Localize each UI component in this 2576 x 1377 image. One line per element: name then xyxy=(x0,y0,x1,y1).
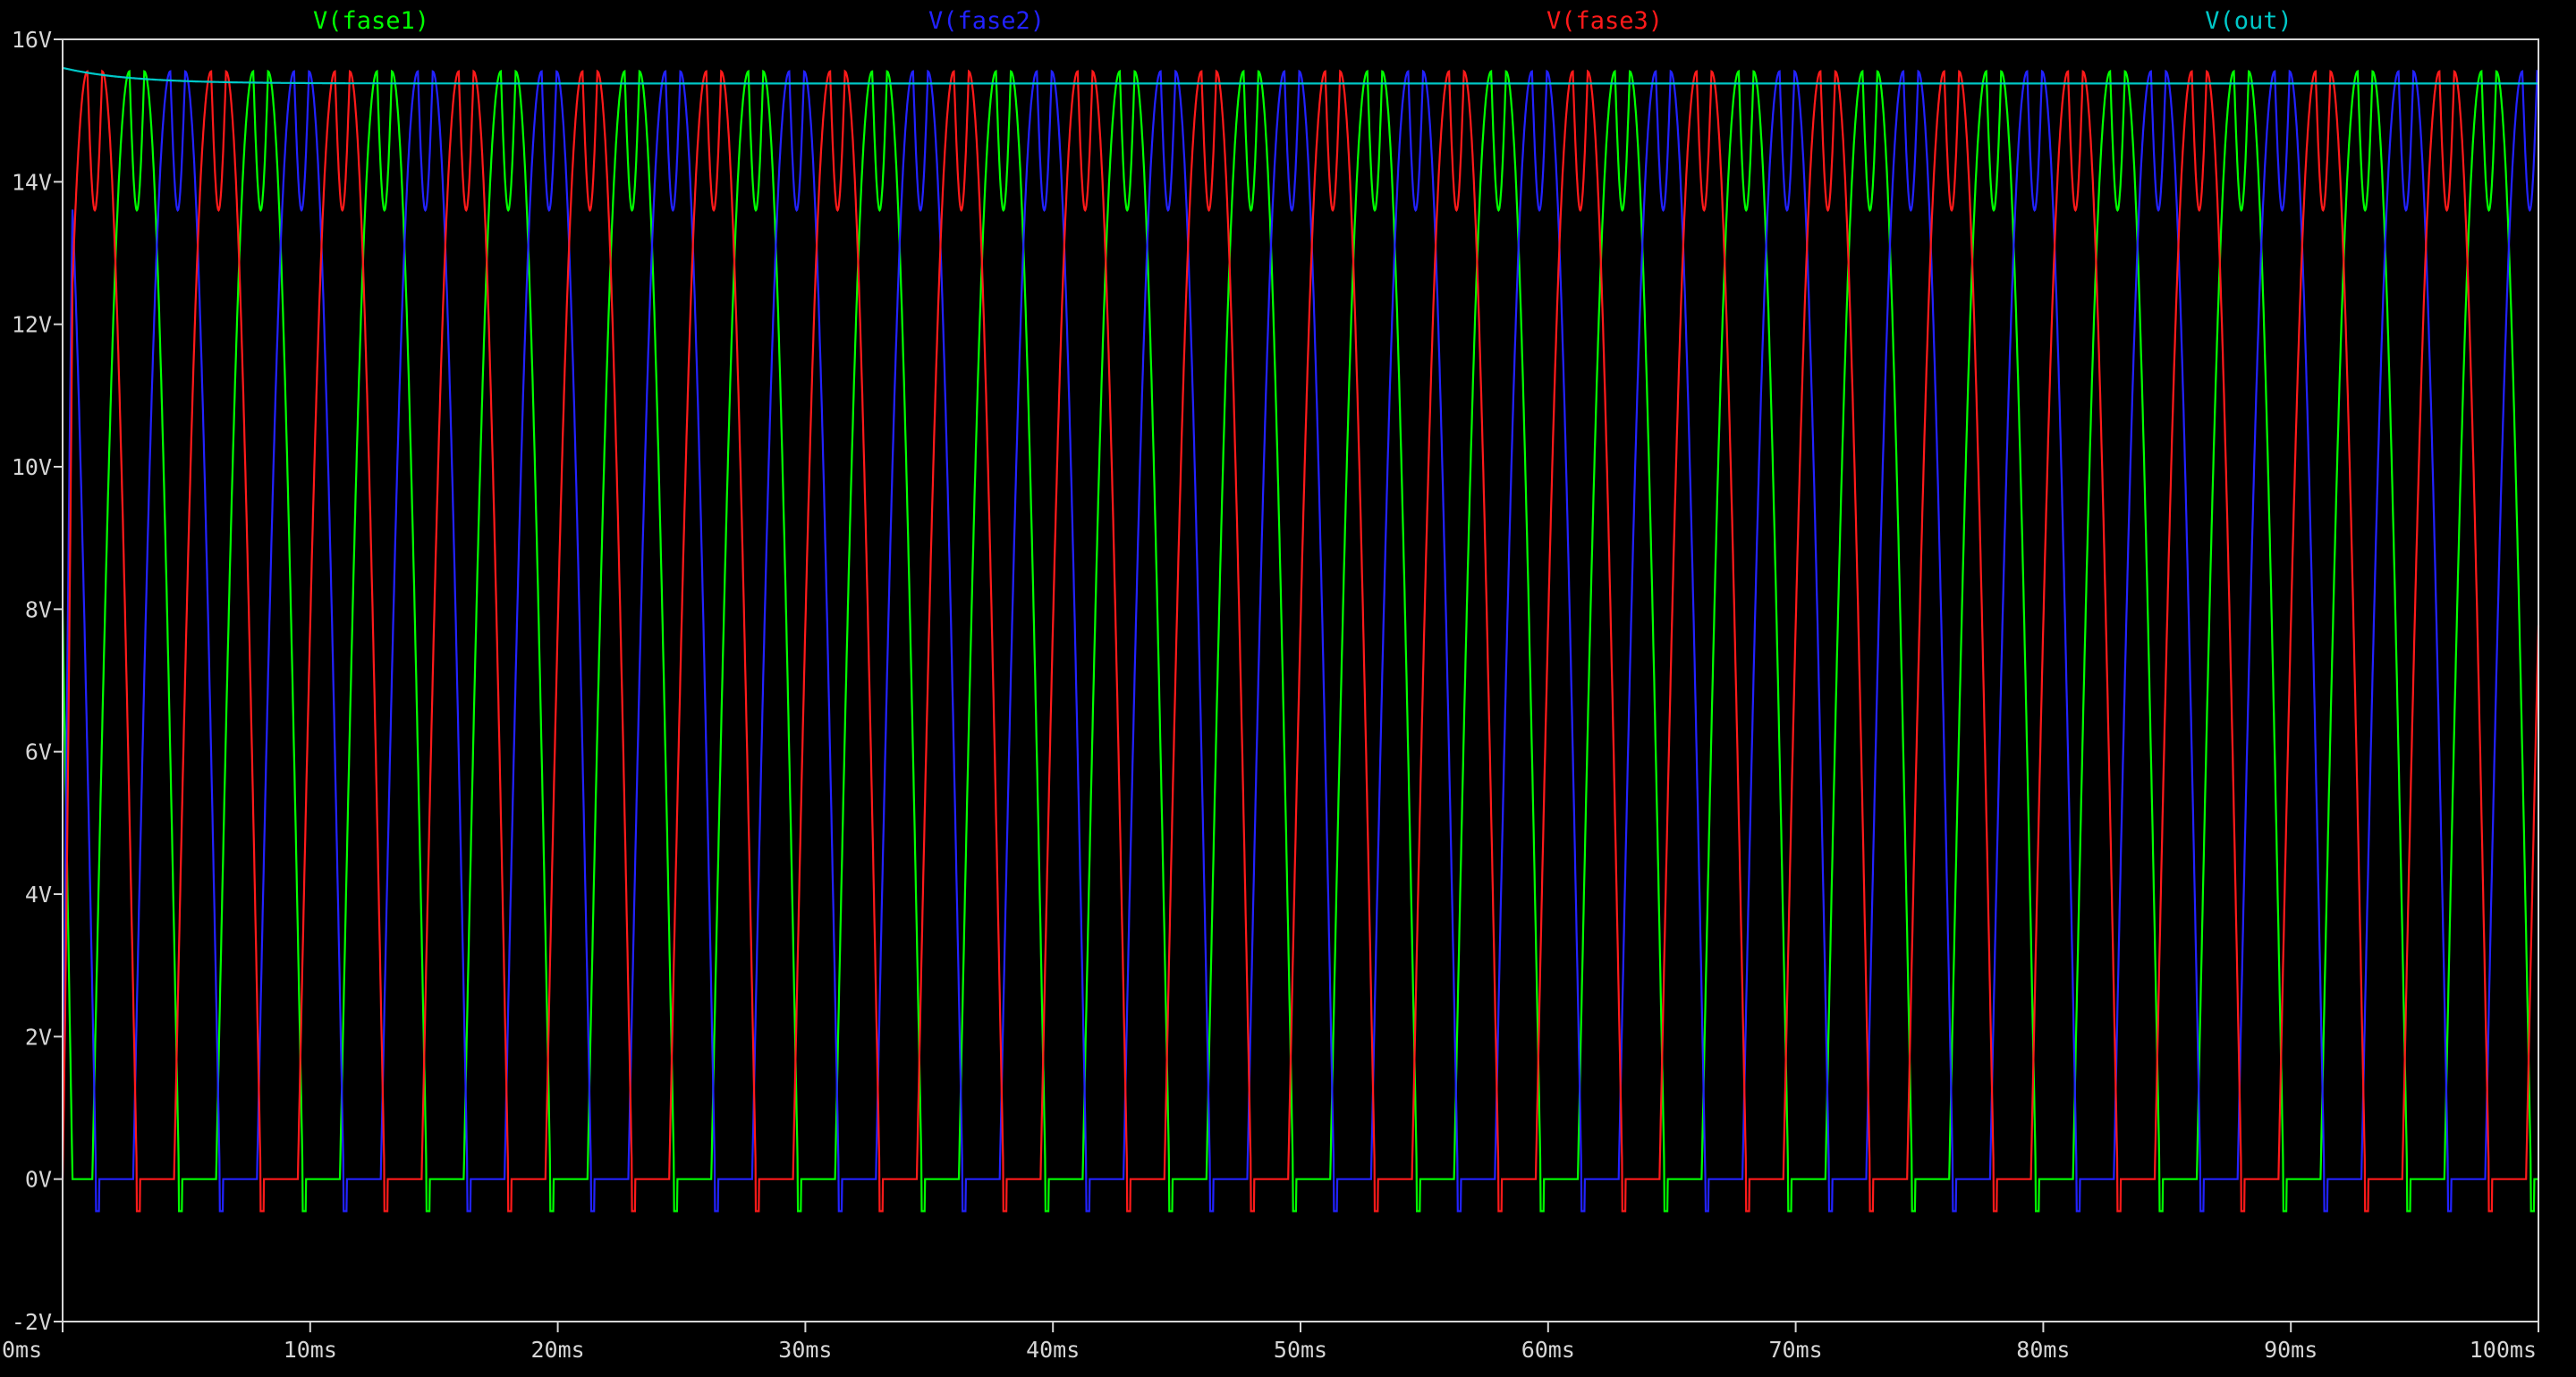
series-line-v-fase3 xyxy=(61,69,2540,1212)
y-tick-label: 0V xyxy=(25,1167,52,1193)
x-axis-ticks: 0ms 10ms 20ms 30ms 40ms 50ms 60ms 70ms 80ms 90ms 1… xyxy=(2,1322,2539,1363)
x-tick-label: 10ms xyxy=(284,1337,337,1363)
series-line-v-fase1 xyxy=(61,69,2538,1212)
legend: V(fase1) V(fase2) V(fase3) V(out) xyxy=(313,7,2292,35)
y-tick-label: 12V xyxy=(12,312,52,338)
x-tick-label: 0ms xyxy=(2,1337,42,1363)
x-tick-label: 20ms xyxy=(530,1337,584,1363)
legend-entry-v-fase1: V(fase1) xyxy=(313,7,429,35)
x-tick-label: 90ms xyxy=(2264,1337,2318,1363)
legend-entry-v-fase2: V(fase2) xyxy=(928,7,1045,35)
series-line-v-out xyxy=(62,66,2538,85)
x-tick-label: 70ms xyxy=(1768,1337,1822,1363)
series-line-v-fase2 xyxy=(61,69,2540,1212)
y-tick-label: 2V xyxy=(25,1024,52,1050)
traces xyxy=(61,66,2540,1212)
legend-entry-v-out: V(out) xyxy=(2205,7,2292,35)
legend-entry-v-fase3: V(fase3) xyxy=(1546,7,1663,35)
y-tick-label: 14V xyxy=(12,169,52,195)
y-tick-label: 6V xyxy=(25,739,52,765)
x-tick-label: 30ms xyxy=(778,1337,832,1363)
y-axis-ticks: -2V 0V 2V 4V 6V 8V 10V 12V 14V 16V xyxy=(12,27,63,1335)
y-tick-label: 4V xyxy=(25,882,52,908)
y-tick-label: 16V xyxy=(12,27,52,53)
x-tick-label: 60ms xyxy=(1521,1337,1575,1363)
y-tick-label: 8V xyxy=(25,596,52,622)
x-tick-label: 50ms xyxy=(1274,1337,1327,1363)
x-tick-label: 80ms xyxy=(2016,1337,2070,1363)
y-tick-label: 10V xyxy=(12,454,52,480)
y-tick-label: -2V xyxy=(12,1309,52,1335)
x-tick-label: 40ms xyxy=(1026,1337,1080,1363)
x-tick-label: 100ms xyxy=(2470,1337,2537,1363)
